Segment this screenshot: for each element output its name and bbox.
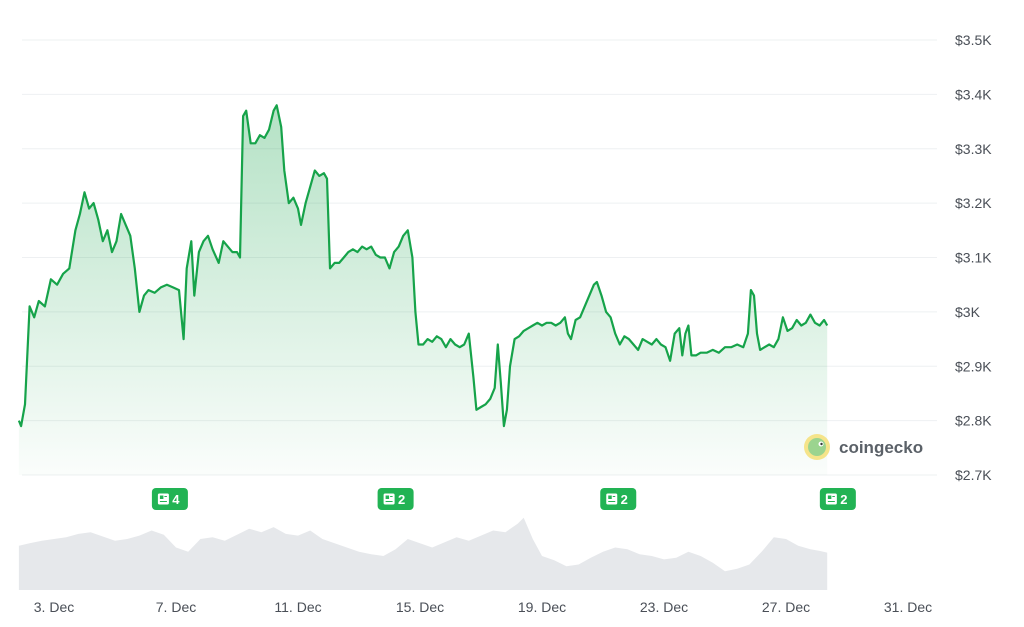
newspaper-icon	[606, 493, 618, 505]
y-tick-label: $3K	[955, 304, 981, 320]
price-area	[18, 105, 828, 476]
news-count: 4	[172, 492, 180, 507]
price-line	[17, 104, 829, 428]
x-tick-label: 31. Dec	[884, 599, 932, 615]
x-tick-label: 19. Dec	[518, 599, 566, 615]
gecko-logo-icon	[804, 434, 830, 460]
y-tick-label: $2.9K	[955, 358, 992, 374]
y-tick-label: $2.8K	[955, 413, 992, 429]
newspaper-icon	[157, 493, 169, 505]
news-marker[interactable]: 2	[600, 488, 637, 510]
x-tick-label: 7. Dec	[156, 599, 196, 615]
y-tick-label: $3.4K	[955, 86, 992, 102]
y-tick-label: $3.5K	[955, 32, 992, 48]
watermark-text: coingecko	[839, 438, 923, 457]
newspaper-icon	[825, 493, 837, 505]
x-tick-label: 27. Dec	[762, 599, 810, 615]
volume-series-area	[18, 517, 828, 590]
coingecko-watermark: coingecko	[804, 434, 923, 460]
news-markers: 4 2 2 2	[151, 488, 856, 510]
x-tick-label: 3. Dec	[34, 599, 74, 615]
x-axis-ticks: 3. Dec 7. Dec 11. Dec 15. Dec 19. Dec 23. Dec…	[34, 599, 932, 615]
y-axis-ticks: $3.5K $3.4K $3.3K $3.2K $3.1K $3K $2.9K $2.8K $2…	[955, 32, 992, 483]
y-tick-label: $3.2K	[955, 195, 992, 211]
newspaper-icon	[383, 493, 395, 505]
news-marker[interactable]: 2	[819, 488, 856, 510]
news-count: 2	[398, 492, 405, 507]
news-marker[interactable]: 4	[151, 488, 188, 510]
y-tick-label: $2.7K	[955, 467, 992, 483]
y-tick-label: $3.3K	[955, 141, 992, 157]
news-count: 2	[621, 492, 628, 507]
news-count: 2	[840, 492, 847, 507]
y-tick-label: $3.1K	[955, 250, 992, 266]
x-tick-label: 23. Dec	[640, 599, 688, 615]
news-marker[interactable]: 2	[377, 488, 414, 510]
price-area-fill	[18, 105, 828, 476]
volume-area	[18, 517, 828, 590]
price-series-line	[17, 104, 829, 428]
x-tick-label: 11. Dec	[274, 599, 321, 615]
x-tick-label: 15. Dec	[396, 599, 444, 615]
